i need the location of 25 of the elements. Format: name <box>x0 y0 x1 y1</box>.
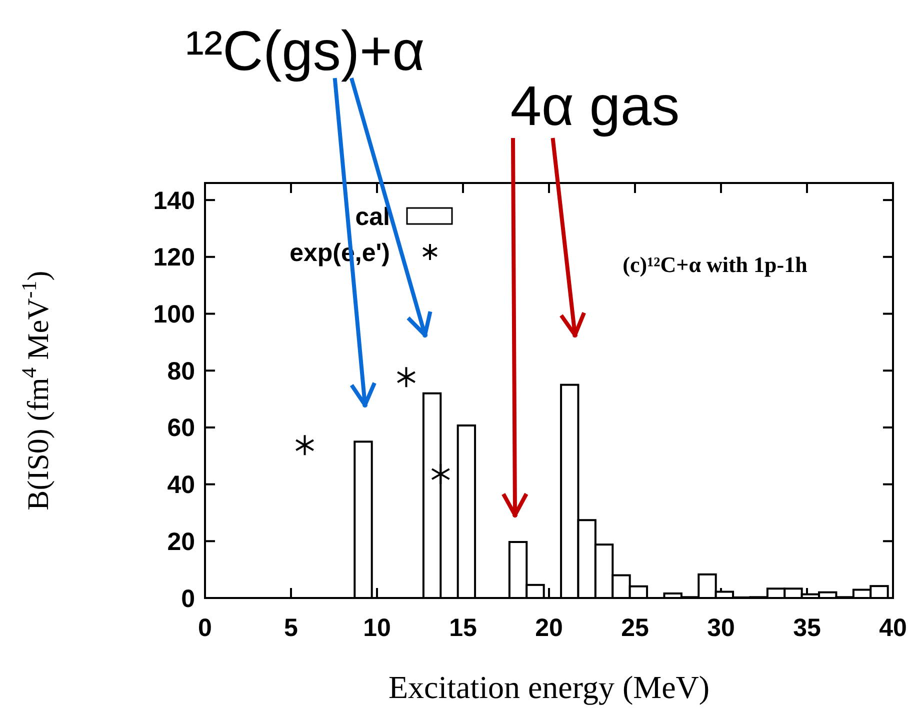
x-tick-label: 40 <box>879 614 907 642</box>
y-tick-label: 100 <box>153 300 195 329</box>
y-tick-label: 60 <box>167 414 195 442</box>
text: 4α gas <box>510 74 680 137</box>
x-tick-label: 20 <box>535 614 563 642</box>
x-axis-title: Excitation energy (MeV) <box>388 669 710 705</box>
x-tick-label: 35 <box>793 614 821 642</box>
text: ¹²C(gs)+α <box>185 19 425 82</box>
x-tick-label: 30 <box>707 614 735 642</box>
x-tick-label: 0 <box>198 614 212 642</box>
y-tick-label: 0 <box>181 584 195 613</box>
y-tick-label: 140 <box>153 186 195 215</box>
y-tick-label: 20 <box>167 528 195 556</box>
x-tick-label: 25 <box>621 614 649 642</box>
x-tick-label: 10 <box>363 614 391 642</box>
y-tick-label: 80 <box>167 357 195 386</box>
annotation: (c)¹²C+α with 1p-1h <box>622 252 808 277</box>
x-tick-label: 5 <box>284 614 298 642</box>
legend-label: cal <box>355 202 390 231</box>
point <box>295 434 314 456</box>
point <box>430 463 450 486</box>
y-tick-label: 120 <box>153 244 195 272</box>
point <box>396 366 416 388</box>
x-tick-label: 15 <box>449 614 477 642</box>
y-tick-label: 40 <box>167 471 195 500</box>
